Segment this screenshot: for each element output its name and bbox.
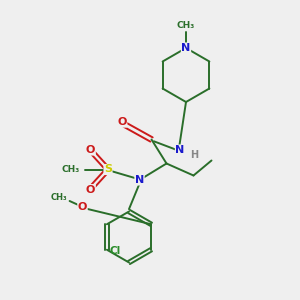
Text: CH₃: CH₃ xyxy=(61,165,80,174)
Text: CH₃: CH₃ xyxy=(50,193,67,202)
Text: O: O xyxy=(86,145,95,155)
Text: CH₃: CH₃ xyxy=(177,21,195,30)
Text: Cl: Cl xyxy=(110,246,121,256)
Text: N: N xyxy=(176,145,184,155)
Text: N: N xyxy=(182,43,190,53)
Text: S: S xyxy=(104,164,112,175)
Text: O: O xyxy=(78,202,87,212)
Text: O: O xyxy=(117,117,127,127)
Text: N: N xyxy=(135,175,144,185)
Text: H: H xyxy=(190,150,198,160)
Text: O: O xyxy=(86,184,95,195)
